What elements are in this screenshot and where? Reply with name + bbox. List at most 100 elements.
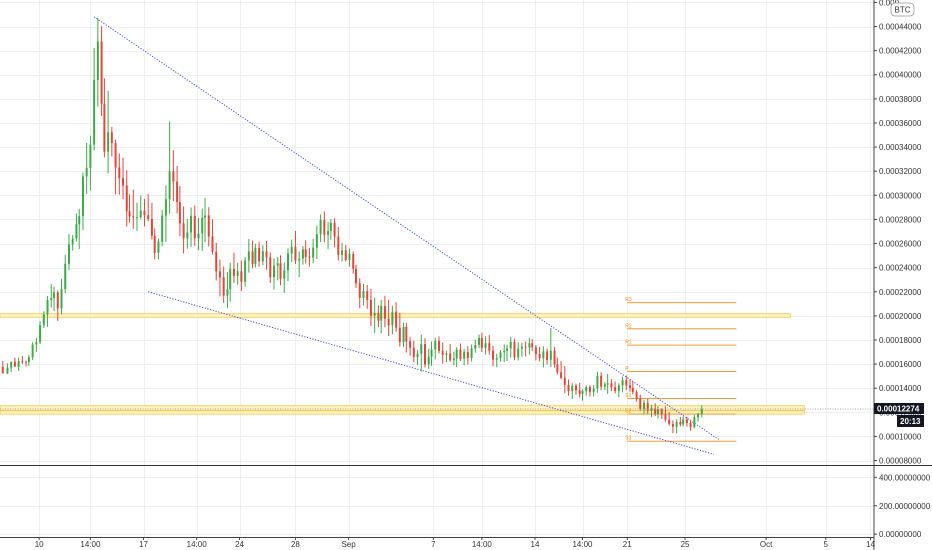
candle-body [495, 358, 498, 360]
candle-body [308, 256, 311, 258]
candle-body [625, 380, 628, 386]
candle-body [229, 268, 232, 290]
candle-body [377, 312, 380, 321]
candle-body [1, 366, 4, 374]
candle-body [337, 236, 340, 255]
price-tick-label: 0.00030000 [879, 191, 922, 200]
candle-body [6, 367, 9, 374]
grid-lines [0, 0, 874, 537]
currency-badge[interactable]: BTC [890, 2, 915, 17]
candle-body [592, 388, 595, 392]
candle-body [549, 350, 552, 360]
candle-body [244, 260, 247, 282]
candle-body [161, 215, 164, 242]
candle-body [276, 263, 279, 266]
indicator-tick-label: 0.00000000 [879, 530, 922, 539]
support-zone [0, 405, 805, 411]
candle-body [204, 215, 207, 218]
candle-body [654, 408, 657, 414]
candle-body [215, 251, 218, 272]
candle-body [75, 224, 78, 239]
candle-body [211, 236, 214, 252]
price-tick-label: 0.00016000 [879, 360, 922, 369]
candle-body [35, 342, 38, 345]
candle-body [114, 142, 117, 168]
candle-body [247, 251, 250, 261]
candle-body [452, 358, 455, 361]
candle-body [427, 356, 430, 365]
time-tick-label: 14:00 [187, 540, 208, 549]
candle-body [635, 392, 638, 399]
candle-body [430, 349, 433, 357]
price-tick-label: 0.00042000 [879, 47, 922, 56]
candle-body [344, 250, 347, 260]
candle-body [31, 344, 34, 358]
candle-body [157, 241, 160, 253]
candle-body [675, 421, 678, 427]
candle-body [240, 271, 243, 282]
candle-body [25, 361, 28, 363]
candle-body [366, 291, 369, 300]
candle-body [513, 341, 516, 358]
price-tick-label: 0.00018000 [879, 336, 922, 345]
candle-body [218, 271, 221, 278]
pivot-label: R2 [625, 323, 632, 329]
price-tick-label: 0.00028000 [879, 215, 922, 224]
price-tick-label: 0.00024000 [879, 264, 922, 273]
candle-body [46, 299, 49, 315]
candle-body [269, 257, 272, 278]
candle-body [578, 390, 581, 394]
candle-body [312, 247, 315, 258]
candle-body [420, 344, 423, 354]
candle-body [509, 341, 512, 349]
candle-body [656, 409, 659, 414]
candle-body [251, 251, 254, 264]
candle-body [265, 251, 268, 258]
time-axis[interactable]: 10 14:00 17 14:00 24 28 Sep 7 14:00 14 14:00 21 25 Oc… [35, 537, 876, 549]
candle-body [437, 340, 440, 351]
candle-body [172, 171, 175, 182]
pivot-label: S2 [625, 409, 631, 415]
candle-body [60, 289, 63, 309]
candle-body [355, 268, 358, 284]
candle-body [301, 249, 304, 259]
currency-badge-text: BTC [895, 6, 911, 15]
candle-body [118, 167, 121, 178]
candle-body [93, 79, 96, 145]
candle-body [21, 361, 24, 363]
time-tick-label: 24 [235, 540, 244, 549]
candle-body [362, 291, 365, 298]
candle-body [517, 348, 520, 358]
candle-body [358, 283, 361, 298]
candle-body [383, 305, 386, 319]
candle-body [286, 253, 289, 271]
candle-body [503, 350, 506, 353]
time-tick-label: Sep [341, 540, 356, 549]
candle-body [459, 349, 462, 359]
candle-body [581, 391, 584, 394]
indicator-axis[interactable]: 400.00000000 200.00000000 0.00000000 [874, 473, 931, 539]
candle-body [588, 386, 591, 392]
candle-body [412, 347, 415, 357]
price-tick-label: 0.000 [879, 0, 900, 7]
candle-body [236, 271, 239, 276]
time-tick-label: 14:00 [572, 540, 593, 549]
candle-body [463, 351, 466, 359]
countdown-text: 20:13 [900, 417, 921, 426]
support-zone [0, 410, 805, 415]
candle-body [478, 337, 481, 345]
pivot-label: R3 [625, 297, 632, 303]
candle-body [567, 384, 570, 392]
candle-body [232, 268, 235, 276]
candlestick-series [1, 17, 703, 434]
pivot-label: P [625, 366, 629, 372]
candle-body [629, 385, 632, 388]
candle-body [304, 249, 307, 257]
candle-body [369, 299, 372, 316]
candle-body [542, 351, 545, 359]
time-tick-label: 5 [824, 540, 829, 549]
candle-body [646, 402, 649, 411]
countdown-label: 20:13 [897, 415, 924, 427]
